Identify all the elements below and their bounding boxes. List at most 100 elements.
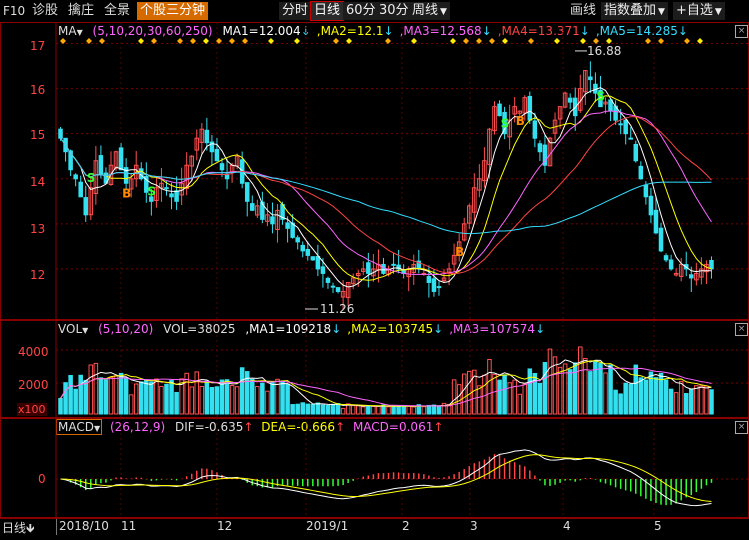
volume-bar (93, 362, 99, 415)
volume-bar (174, 391, 179, 415)
volume-bar (280, 380, 285, 415)
candle (250, 203, 255, 211)
volume-bar (250, 378, 255, 415)
volume-bar (260, 382, 265, 415)
down-arrow-icon: ↓ (579, 24, 590, 38)
close-icon[interactable]: × (735, 323, 748, 336)
down-arrow-icon: ↓ (535, 322, 546, 336)
volume-bar (638, 377, 644, 415)
stock-three-minute-button[interactable]: 个股三分钟 (137, 2, 209, 20)
close-icon[interactable]: × (735, 421, 748, 434)
signal-diamond (190, 38, 196, 44)
candlestick-chart[interactable]: SB SBS BS (0, 22, 749, 320)
add-watchlist-dropdown[interactable]: +自选 ▼ (673, 2, 725, 20)
candle (194, 137, 200, 151)
f10-button[interactable]: F10 (3, 4, 26, 18)
volume-bar (694, 385, 699, 415)
signal-diamond (411, 38, 417, 44)
volume-bar (527, 368, 533, 415)
candle (149, 196, 154, 202)
date-label: 2019/1 (306, 519, 349, 533)
volume-bar (315, 402, 321, 415)
vol-indicator-selector[interactable]: VOL (58, 322, 83, 336)
candle (189, 155, 194, 167)
ma-params: (5,10,20,30,60,250) (92, 24, 213, 38)
date-label: 2 (402, 519, 410, 533)
period-selector[interactable]: 日线🡻 (2, 519, 35, 540)
candle (340, 290, 346, 298)
close-icon[interactable]: × (735, 25, 748, 38)
low-price-label: 11.26 (320, 302, 355, 316)
candle (461, 223, 467, 241)
signal-diamond (60, 38, 66, 44)
candle (694, 272, 699, 281)
volume-bar (613, 389, 618, 415)
volume-bar (628, 383, 634, 415)
index-overlay-dropdown[interactable]: 指数叠加 ▼ (601, 2, 668, 20)
dea-line (60, 454, 712, 503)
signal-diamond (177, 38, 183, 44)
candle (532, 120, 538, 139)
candle (391, 263, 396, 266)
candle (68, 150, 73, 171)
top-toolbar: F10 诊股 擒庄 全景 个股三分钟 分时 日线 60分 30分 周线 ▼ 画线 … (0, 0, 749, 23)
candle (204, 129, 210, 144)
index-overlay-label: 指数叠加 (604, 3, 657, 18)
candle (658, 227, 664, 252)
macd-chart[interactable] (0, 418, 749, 518)
dif-line (60, 449, 712, 507)
volume-bar (290, 404, 295, 415)
ma-indicator-selector[interactable]: MA (58, 24, 77, 38)
volume-bar (330, 403, 336, 415)
candle (709, 259, 714, 270)
ma-value-2: ,MA2=12.1 (316, 24, 384, 38)
volume-bar (361, 406, 366, 415)
signal-diamond (606, 38, 612, 44)
chevron-down-icon: ▼ (658, 7, 665, 17)
signal-marker: B (455, 245, 464, 259)
volume-bar (320, 404, 326, 415)
diagnose-button[interactable]: 诊股 (32, 3, 59, 18)
tab-weekly[interactable]: 周线 ▼ (409, 2, 450, 20)
ma-line-5 (60, 87, 712, 288)
volume-bar (562, 363, 568, 415)
draw-line-button[interactable]: 画线 (570, 3, 597, 18)
candle (618, 123, 623, 126)
volume-chart[interactable] (0, 320, 749, 418)
signal-marker: B (516, 114, 525, 128)
volume-bar (199, 385, 205, 415)
tab-timeshare[interactable]: 分时 (279, 2, 312, 20)
volume-bar (255, 386, 260, 415)
panorama-button[interactable]: 全景 (104, 3, 131, 18)
volume-bar (699, 385, 704, 415)
volume-bar (678, 380, 684, 415)
vol-unit-badge: x100 (17, 403, 47, 416)
candle (83, 197, 89, 216)
macd-dif: DIF=-0.635 (174, 420, 244, 434)
tab-60min[interactable]: 60分 (343, 2, 379, 20)
volume-bar (386, 406, 391, 415)
signal-diamond (554, 38, 560, 44)
tab-daily[interactable]: 日线 (309, 1, 345, 21)
tab-30min[interactable]: 30分 (376, 2, 412, 20)
volume-bar (411, 406, 417, 415)
candle (451, 254, 457, 265)
volume-bar (482, 374, 487, 415)
vol-ma-line-10 (60, 360, 712, 407)
candle (567, 97, 573, 103)
candle (517, 110, 522, 114)
volume-bar (194, 371, 200, 415)
down-arrow-icon: ↓ (383, 24, 394, 38)
ma-line-20 (60, 110, 712, 276)
signal-marker: B (122, 186, 131, 200)
signal-diamond (138, 38, 144, 44)
volume-bar (113, 375, 119, 415)
add-watchlist-label: +自选 (676, 3, 713, 18)
capture-button[interactable]: 擒庄 (68, 3, 95, 18)
signal-marker: S (147, 184, 156, 198)
macd-indicator-selector[interactable]: MACD▼ (56, 419, 103, 435)
candle (350, 277, 356, 285)
high-price-label: 16.88 (587, 44, 622, 58)
signal-diamond (216, 38, 222, 44)
candle (260, 201, 265, 220)
